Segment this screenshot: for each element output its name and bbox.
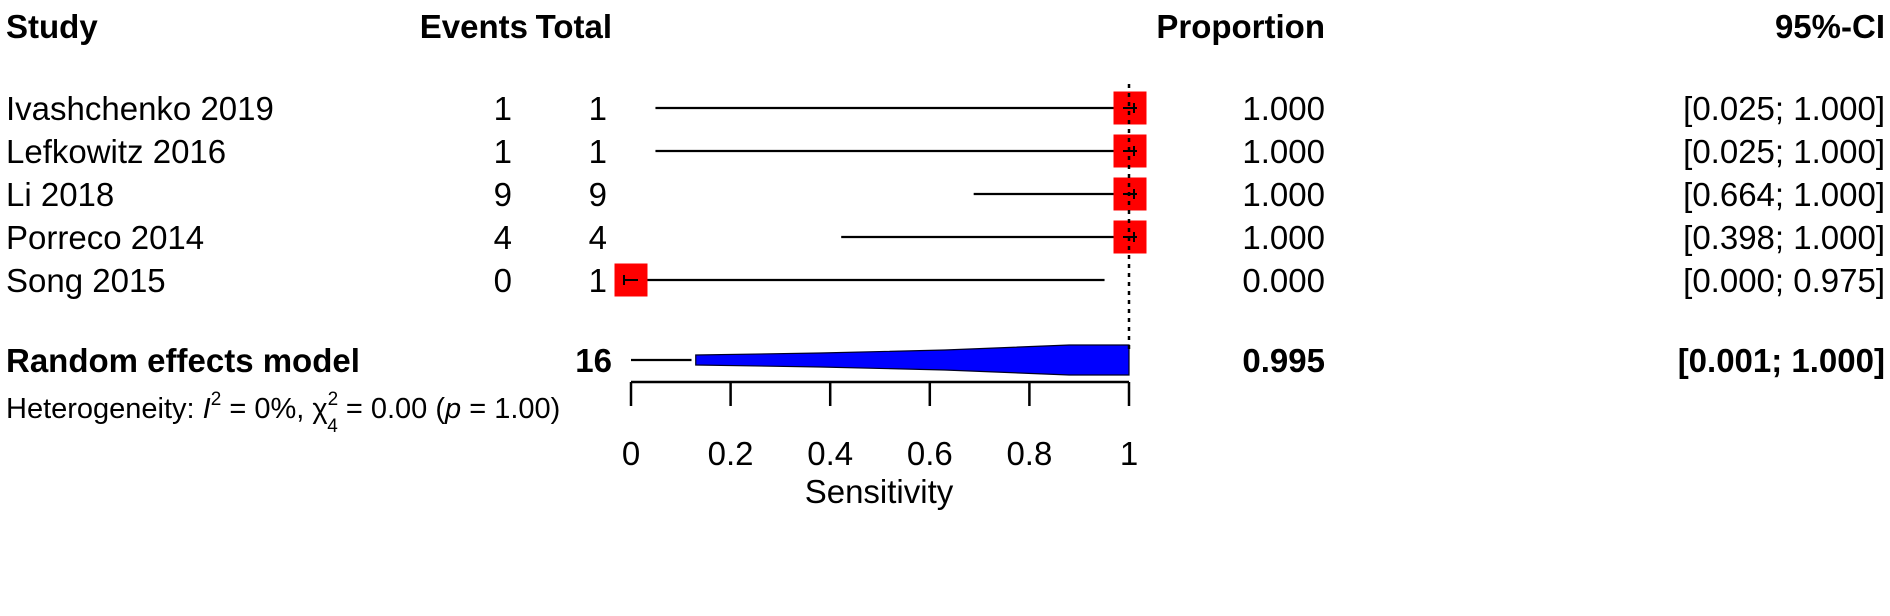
- study-total: 1: [589, 133, 607, 170]
- pooled-total: 16: [575, 342, 612, 379]
- study-total: 1: [589, 262, 607, 299]
- axis-tick-label: 1: [1120, 435, 1138, 472]
- heterogeneity-prefix: Heterogeneity:: [6, 393, 203, 425]
- p-value: = 1.00): [461, 393, 560, 425]
- study-row: Li 2018 9 9 1.000 [0.664; 1.000]: [6, 176, 1885, 213]
- study-ci: [0.025; 1.000]: [1683, 133, 1885, 170]
- study-row: Lefkowitz 2016 1 1 1.000 [0.025; 1.000]: [6, 133, 1885, 170]
- chi-symbol: χ: [312, 393, 327, 425]
- axis-tick-label: 0.6: [907, 435, 953, 472]
- x-axis-label: Sensitivity: [805, 473, 954, 510]
- study-name: Ivashchenko 2019: [6, 90, 274, 127]
- study-proportion: 0.000: [1242, 262, 1325, 299]
- study-total: 4: [589, 219, 607, 256]
- header-total: Total: [536, 8, 612, 45]
- study-name: Li 2018: [6, 176, 114, 213]
- study-proportion: 1.000: [1242, 133, 1325, 170]
- study-ci: [0.664; 1.000]: [1683, 176, 1885, 213]
- i2-symbol: I: [203, 393, 211, 425]
- study-total: 9: [589, 176, 607, 213]
- chi-value: = 0.00 (: [338, 393, 446, 425]
- axis-tick-label: 0.4: [807, 435, 853, 472]
- study-row: Porreco 2014 4 4 1.000 [0.398; 1.000]: [6, 219, 1885, 256]
- study-events: 1: [494, 133, 512, 170]
- header-proportion: Proportion: [1156, 8, 1325, 45]
- study-total: 1: [589, 90, 607, 127]
- chi-sup: 2: [328, 389, 339, 410]
- study-events: 1: [494, 90, 512, 127]
- pooled-label: Random effects model: [6, 342, 360, 379]
- study-name: Lefkowitz 2016: [6, 133, 226, 170]
- study-events: 9: [494, 176, 512, 213]
- study-row: Ivashchenko 2019 1 1 1.000 [0.025; 1.000]: [6, 90, 1885, 127]
- pooled-estimate: [631, 344, 1130, 376]
- chi-sub: 4: [327, 416, 338, 437]
- study-proportion: 1.000: [1242, 90, 1325, 127]
- study-proportion: 1.000: [1242, 176, 1325, 213]
- p-symbol: p: [444, 393, 461, 425]
- header-events: Events: [420, 8, 528, 45]
- axis-tick-label: 0.2: [708, 435, 754, 472]
- pooled-ci: [0.001; 1.000]: [1678, 342, 1885, 379]
- study-ci: [0.398; 1.000]: [1683, 219, 1885, 256]
- header-study: Study: [6, 8, 98, 45]
- heterogeneity-text: Heterogeneity: I2 = 0%, χ2 4 = 0.00 (p = …: [6, 389, 560, 437]
- study-ci: [0.000; 0.975]: [1683, 262, 1885, 299]
- study-ci: [0.025; 1.000]: [1683, 90, 1885, 127]
- i2-value: = 0%,: [221, 393, 312, 425]
- study-rows: Ivashchenko 2019 1 1 1.000 [0.025; 1.000]Lef…: [6, 90, 1885, 299]
- header-ci: 95%-CI: [1775, 8, 1885, 45]
- study-row: Song 2015 0 1 0.000 [0.000; 0.975]: [6, 262, 1885, 299]
- axis-tick-label: 0.8: [1006, 435, 1052, 472]
- pooled-proportion: 0.995: [1242, 342, 1325, 379]
- study-name: Porreco 2014: [6, 219, 204, 256]
- x-axis: 0 0.2 0.4 0.6 0.8 1: [622, 380, 1138, 472]
- study-events: 0: [494, 262, 512, 299]
- study-events: 4: [494, 219, 512, 256]
- study-proportion: 1.000: [1242, 219, 1325, 256]
- axis-tick-label: 0: [622, 435, 640, 472]
- study-name: Song 2015: [6, 262, 166, 299]
- pooled-estimate-diamond: [695, 344, 1130, 376]
- i2-sup: 2: [211, 389, 222, 410]
